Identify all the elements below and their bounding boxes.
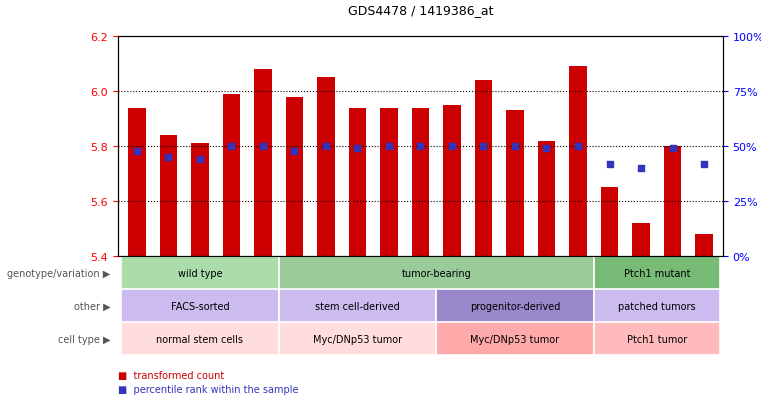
Point: [603, 161, 616, 168]
Text: wild type: wild type: [177, 268, 222, 278]
Bar: [506, 111, 524, 256]
Bar: [696, 235, 713, 256]
Bar: [121, 256, 279, 290]
Point: [352, 146, 364, 152]
Bar: [475, 81, 492, 256]
Bar: [349, 109, 366, 256]
Bar: [279, 290, 436, 322]
Point: [540, 146, 552, 152]
Text: Myc/DNp53 tumor: Myc/DNp53 tumor: [470, 334, 559, 344]
Text: stem cell-derived: stem cell-derived: [315, 301, 400, 311]
Point: [194, 157, 206, 163]
Bar: [594, 322, 720, 355]
Text: other ▶: other ▶: [74, 301, 110, 311]
Bar: [317, 78, 335, 256]
Text: patched tumors: patched tumors: [618, 301, 696, 311]
Bar: [121, 322, 279, 355]
Point: [383, 144, 395, 150]
Text: progenitor-derived: progenitor-derived: [470, 301, 560, 311]
Bar: [412, 109, 429, 256]
Bar: [444, 106, 460, 256]
Bar: [436, 322, 594, 355]
Bar: [594, 256, 720, 290]
Point: [414, 144, 426, 150]
Bar: [128, 109, 145, 256]
Point: [635, 166, 647, 172]
Point: [288, 148, 301, 154]
Point: [131, 148, 143, 154]
Point: [477, 144, 489, 150]
Point: [509, 144, 521, 150]
Text: Ptch1 tumor: Ptch1 tumor: [626, 334, 687, 344]
Text: normal stem cells: normal stem cells: [156, 334, 244, 344]
Bar: [254, 70, 272, 256]
Point: [667, 146, 679, 152]
Text: FACS-sorted: FACS-sorted: [170, 301, 229, 311]
Bar: [436, 290, 594, 322]
Text: Myc/DNp53 tumor: Myc/DNp53 tumor: [313, 334, 402, 344]
Text: cell type ▶: cell type ▶: [58, 334, 110, 344]
Text: tumor-bearing: tumor-bearing: [401, 268, 471, 278]
Point: [225, 144, 237, 150]
Point: [162, 154, 174, 161]
Point: [698, 161, 710, 168]
Bar: [664, 147, 681, 256]
Text: GDS4478 / 1419386_at: GDS4478 / 1419386_at: [348, 4, 493, 17]
Bar: [285, 97, 303, 256]
Text: ■  transformed count: ■ transformed count: [118, 370, 224, 380]
Bar: [223, 95, 240, 256]
Bar: [569, 67, 587, 256]
Point: [572, 144, 584, 150]
Point: [320, 144, 332, 150]
Bar: [279, 256, 594, 290]
Bar: [160, 136, 177, 256]
Bar: [594, 290, 720, 322]
Bar: [121, 290, 279, 322]
Bar: [191, 144, 209, 256]
Text: genotype/variation ▶: genotype/variation ▶: [7, 268, 110, 278]
Bar: [601, 188, 618, 256]
Text: Ptch1 mutant: Ptch1 mutant: [623, 268, 690, 278]
Text: ■  percentile rank within the sample: ■ percentile rank within the sample: [118, 384, 298, 394]
Bar: [538, 141, 556, 256]
Bar: [279, 322, 436, 355]
Point: [446, 144, 458, 150]
Bar: [380, 109, 397, 256]
Point: [256, 144, 269, 150]
Bar: [632, 223, 650, 256]
